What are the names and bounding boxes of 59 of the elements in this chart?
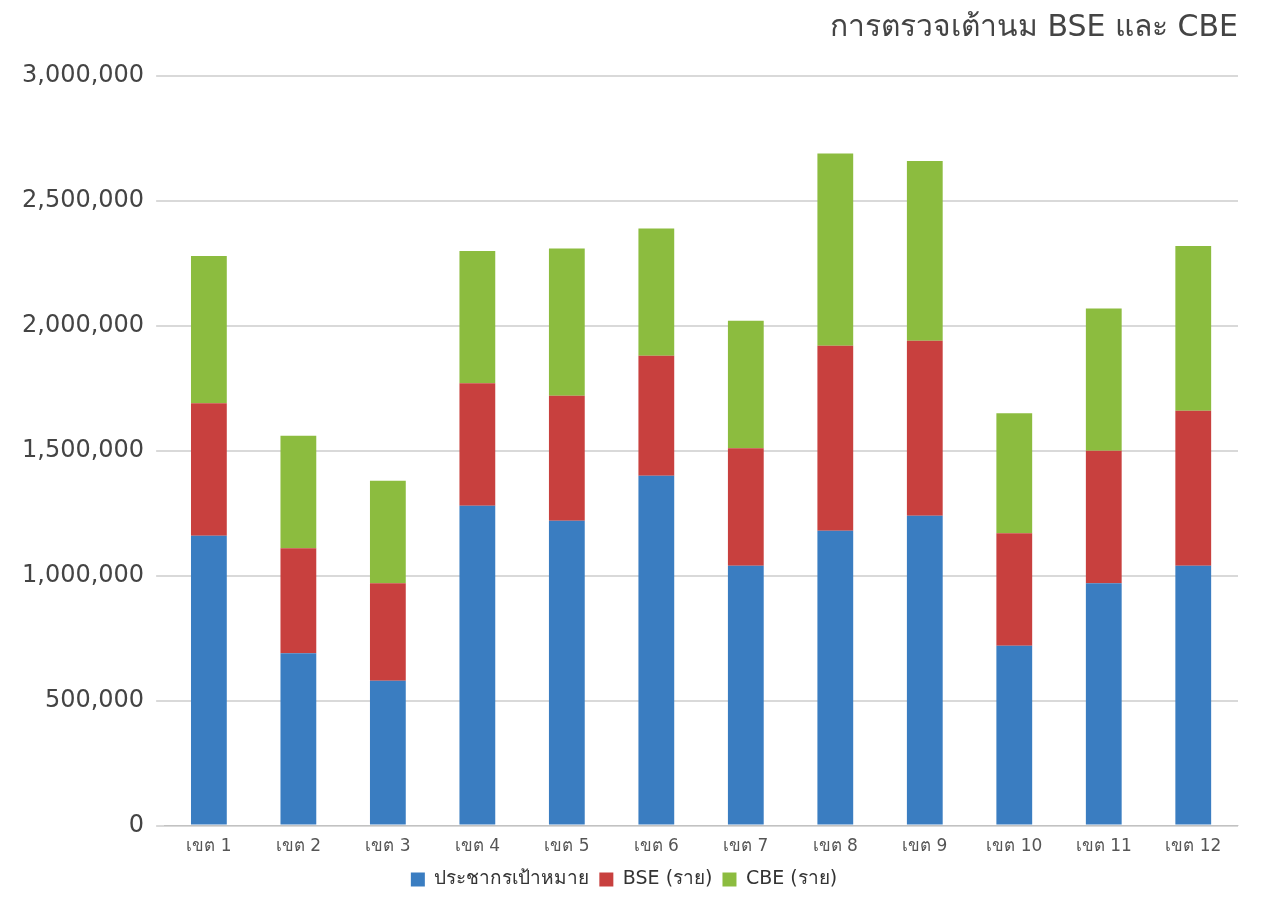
bar [996, 645, 1033, 825]
bar [369, 680, 406, 825]
bar [369, 583, 406, 681]
bar [459, 505, 496, 825]
y-tick-label: 3,000,000 [21, 60, 145, 89]
y-tick-label: 1,000,000 [21, 559, 145, 588]
bar [638, 355, 675, 476]
bar [996, 533, 1033, 646]
x-tick-label: เขต 10 [986, 835, 1043, 856]
y-tick-label: 1,500,000 [21, 435, 145, 464]
bar [1085, 450, 1122, 584]
bar [817, 153, 854, 346]
bar [638, 228, 675, 356]
x-tick-label: เขต 1 [186, 835, 232, 856]
bar [369, 480, 406, 584]
bar [280, 435, 317, 549]
bar [190, 535, 227, 825]
x-tick-label: เขต 12 [1165, 835, 1222, 856]
x-tick-label: เขต 6 [633, 835, 679, 856]
legend-label: CBE (ราย) [745, 866, 838, 889]
bar [190, 255, 227, 404]
chart-title: การตรวจเต้านม BSE และ CBE [829, 7, 1238, 43]
bar [1085, 308, 1122, 451]
bar [817, 345, 854, 531]
x-tick-label: เขต 2 [275, 835, 321, 856]
x-tick-label: เขต 5 [544, 835, 590, 856]
bar [727, 320, 764, 449]
bar [906, 340, 943, 516]
bar [906, 160, 943, 341]
y-tick-label: 500,000 [44, 684, 145, 713]
legend-label: ประชากรเป้าหมาย [434, 866, 590, 889]
bar [548, 520, 585, 825]
bar [727, 565, 764, 825]
bar [190, 403, 227, 536]
y-tick-label: 2,000,000 [21, 310, 145, 339]
bar [459, 383, 496, 506]
bar [1175, 245, 1212, 411]
bar [1085, 583, 1122, 825]
bar [638, 475, 675, 825]
x-tick-label: เขต 7 [723, 835, 769, 856]
x-tick-label: เขต 9 [902, 835, 948, 856]
bar [548, 248, 585, 396]
y-tick-label: 2,500,000 [21, 185, 145, 214]
bar [280, 548, 317, 654]
bar [1175, 565, 1212, 825]
bar [459, 250, 496, 384]
bar [1175, 410, 1212, 566]
bar [727, 448, 764, 566]
x-tick-label: เขต 4 [454, 835, 500, 856]
bar [996, 413, 1033, 534]
bar [548, 395, 585, 521]
bar [906, 515, 943, 825]
x-tick-label: เขต 11 [1075, 835, 1132, 856]
bar [280, 653, 317, 825]
bar [817, 530, 854, 825]
x-tick-label: เขต 8 [812, 835, 858, 856]
legend-label: BSE (ราย) [622, 866, 713, 889]
x-tick-label: เขต 3 [365, 835, 411, 856]
y-tick-label: 0 [128, 809, 145, 838]
